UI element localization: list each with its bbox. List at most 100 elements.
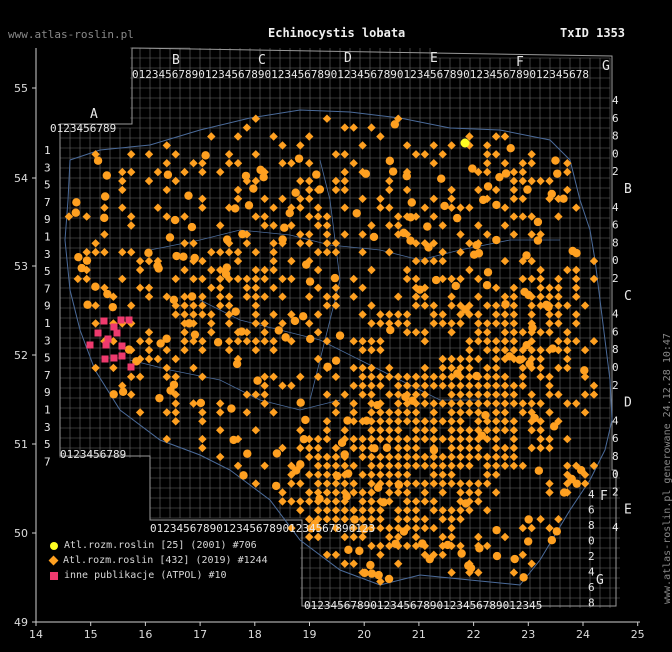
orange-diamond-point (349, 461, 358, 470)
orange-diamond-point (456, 461, 465, 470)
orange-diamond-point (563, 461, 572, 470)
orange-diamond-point (322, 479, 332, 488)
orange-diamond-point (438, 399, 447, 408)
pink-square-point (100, 317, 108, 325)
orange-circle-point (294, 154, 304, 163)
orange-diamond-point (251, 292, 260, 301)
orange-circle-point (524, 290, 533, 300)
orange-diamond-point (438, 417, 447, 426)
orange-diamond-point (429, 434, 438, 444)
orange-circle-point (259, 173, 268, 182)
orange-diamond-point (465, 132, 474, 141)
orange-diamond-point (447, 523, 456, 533)
orange-diamond-point (518, 399, 527, 408)
orange-diamond-point (580, 479, 590, 488)
orange-diamond-point (554, 292, 563, 301)
orange-circle-point (461, 305, 470, 314)
orange-diamond-point (207, 319, 216, 328)
orange-diamond-point (305, 159, 314, 168)
orange-diamond-point (376, 372, 385, 381)
orange-circle-point (280, 223, 289, 232)
orange-diamond-point (358, 390, 367, 399)
orange-diamond-point (180, 239, 189, 248)
orange-diamond-point (500, 426, 510, 435)
orange-diamond-point (135, 283, 145, 292)
orange-diamond-point (429, 212, 438, 221)
orange-diamond-point (251, 301, 260, 310)
orange-circle-point (91, 282, 100, 291)
orange-diamond-point (420, 434, 430, 444)
pink-square-point (110, 354, 118, 362)
orange-diamond-point (144, 337, 154, 346)
orange-diamond-point (527, 230, 536, 239)
orange-diamond-point (251, 345, 260, 355)
left-digit: 3 (44, 421, 51, 434)
site-url[interactable]: www.atlas-roslin.pl (8, 28, 134, 41)
row-letter-F: F (600, 489, 608, 504)
orange-diamond-point (180, 301, 189, 310)
orange-circle-point (464, 561, 473, 570)
orange-diamond-point (313, 265, 323, 275)
orange-diamond-point (349, 274, 358, 284)
orange-diamond-point (483, 470, 492, 479)
orange-diamond-point (269, 372, 278, 381)
orange-diamond-point (358, 345, 367, 355)
right-digit: 6 (612, 112, 619, 125)
col-letter-E: E (430, 51, 438, 66)
orange-diamond-point (242, 390, 252, 399)
orange-diamond-point (420, 452, 430, 462)
orange-diamond-point (545, 319, 554, 328)
orange-diamond-point (402, 372, 412, 381)
orange-circle-point (108, 302, 117, 312)
orange-diamond-point (331, 150, 341, 159)
orange-diamond-point (483, 159, 492, 168)
right-digit: 4 (612, 201, 619, 214)
orange-diamond-point (394, 461, 403, 470)
orange-diamond-point (198, 301, 207, 310)
orange-diamond-point (180, 345, 189, 355)
orange-diamond-point (474, 381, 483, 390)
right-digit: 6 (612, 219, 619, 232)
orange-diamond-point (385, 221, 394, 230)
orange-diamond-point (483, 363, 492, 373)
orange-diamond-point (224, 337, 234, 346)
orange-diamond-point (224, 150, 234, 159)
orange-circle-point (519, 573, 528, 582)
grid-outline (59, 47, 617, 607)
orange-diamond-point (491, 345, 501, 355)
orange-circle-point (525, 359, 534, 369)
orange-diamond-point (563, 265, 572, 275)
orange-diamond-point (135, 256, 145, 266)
orange-diamond-point (376, 541, 385, 551)
orange-diamond-point (518, 328, 527, 337)
orange-diamond-point (554, 301, 563, 310)
orange-diamond-point (536, 292, 545, 301)
pink-square-icon (50, 571, 58, 580)
orange-diamond-point (349, 434, 358, 444)
orange-diamond-point (438, 470, 447, 479)
occurrence-points (64, 114, 599, 586)
orange-diamond-point (171, 176, 180, 186)
orange-diamond-point (385, 319, 394, 328)
orange-diamond-point (376, 310, 385, 319)
orange-diamond-point (456, 319, 465, 328)
row-letter-D: D (624, 396, 632, 411)
orange-diamond-point (198, 292, 207, 301)
orange-diamond-point (518, 167, 527, 177)
orange-diamond-point (411, 274, 421, 284)
orange-diamond-point (509, 310, 519, 319)
orange-diamond-point (447, 470, 456, 479)
orange-diamond-point (224, 319, 234, 328)
orange-diamond-point (242, 283, 252, 292)
orange-circle-point (230, 204, 240, 213)
orange-diamond-point (491, 319, 501, 328)
orange-diamond-point (500, 417, 510, 426)
orange-diamond-point (447, 194, 456, 203)
orange-circle-point (77, 263, 86, 273)
orange-diamond-point (153, 354, 163, 364)
orange-diamond-point (456, 381, 465, 390)
orange-diamond-point (376, 345, 385, 355)
right-digit: 6 (588, 581, 595, 594)
orange-diamond-point (500, 337, 510, 346)
orange-diamond-point (563, 159, 572, 168)
